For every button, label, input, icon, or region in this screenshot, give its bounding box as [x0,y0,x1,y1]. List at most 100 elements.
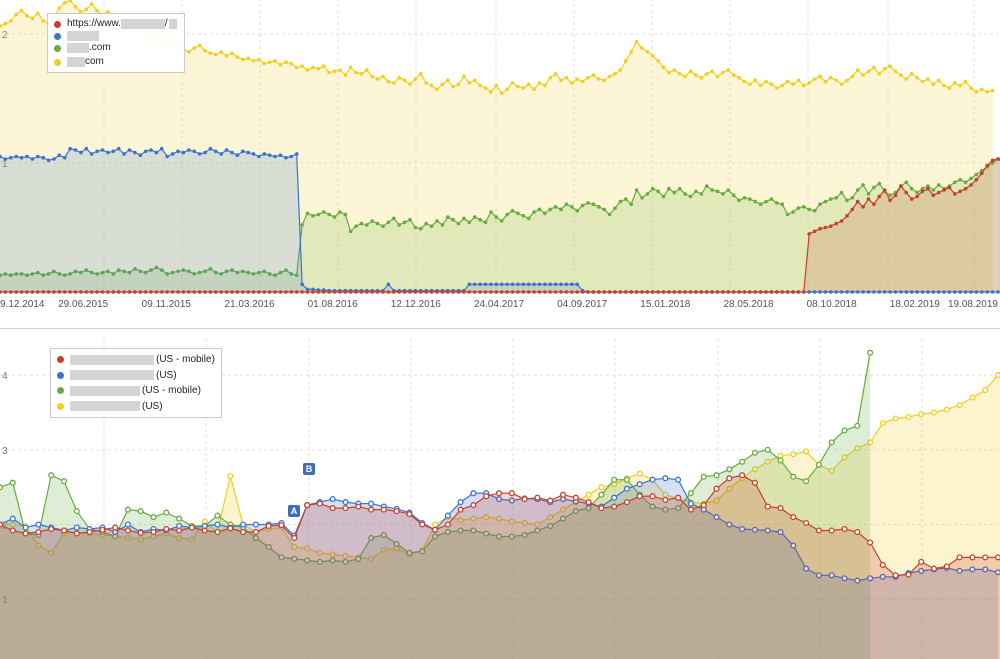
data-point [483,290,488,294]
data-point [753,199,757,204]
data-point [291,555,298,562]
data-point [920,79,925,84]
data-point [715,189,720,194]
bottom-legend-item-yellow[interactable]: (US) [57,399,215,415]
data-point [564,282,569,287]
data-point [974,90,979,94]
x-tick-label: 15.01.2018 [640,299,690,310]
data-point [138,269,143,274]
data-point [769,197,774,201]
data-point [888,64,892,68]
data-point [14,12,18,17]
top-legend-item-red[interactable]: https://www. / [54,17,177,31]
data-point [457,506,464,513]
data-point [305,211,310,216]
data-point [304,502,311,509]
data-point [368,555,375,562]
data-point [176,269,180,274]
top-legend-item-yellow[interactable]: com [54,55,177,69]
bottom-chart-plot: 1 2 3 4 [0,339,1000,659]
data-point [478,83,482,88]
data-point [332,290,337,294]
data-point [494,215,499,219]
data-point [342,499,349,506]
data-point [834,196,838,200]
data-point [823,199,828,204]
data-point [548,75,552,80]
x-tick-label: 04.09.2017 [557,299,607,310]
y-tick-label: 1 [2,159,8,170]
data-point [764,527,771,534]
top-legend-item-blue[interactable] [54,31,177,41]
top-legend-item-green[interactable]: .com [54,41,177,55]
data-point [227,472,234,480]
data-point [790,451,797,458]
data-point [645,290,650,294]
data-point [127,290,132,294]
data-point [580,79,585,84]
data-point [365,223,369,227]
data-point [79,290,83,294]
data-point [111,290,116,294]
data-point [214,270,218,275]
data-point [994,372,1000,379]
data-point [203,290,207,294]
bottom-legend-item-green[interactable]: (US - mobile) [57,383,215,399]
data-point [30,16,35,21]
data-point [823,79,828,84]
data-point [176,515,183,522]
data-point [429,290,434,294]
data-point [841,575,848,582]
data-point [446,215,450,219]
data-point [526,290,531,294]
bottom-legend-item-blue[interactable]: (US) [57,368,215,384]
data-point [304,545,311,552]
data-point [818,290,822,294]
data-point [662,496,669,503]
data-point [321,210,326,214]
data-point [751,466,758,473]
data-point [52,290,56,294]
data-point [598,505,605,512]
data-point [368,534,375,542]
series-area-1 [0,148,1000,292]
data-point [25,154,29,159]
data-point [343,212,348,217]
data-point [154,150,159,155]
data-point [329,551,336,558]
data-point [828,467,835,474]
data-point [440,82,445,86]
data-point [866,69,871,74]
data-point [252,521,259,528]
data-point [208,146,213,151]
data-point [982,554,989,561]
data-point [508,497,515,504]
data-point [402,290,407,294]
data-point [553,282,558,287]
data-point [634,188,639,192]
data-point [252,534,259,542]
data-point [392,290,396,294]
data-point [936,290,941,294]
data-point [122,290,126,294]
bottom-legend-item-red[interactable]: (US - mobile) [57,352,215,368]
data-point [499,282,504,287]
data-point [818,202,822,206]
data-point [499,219,504,223]
data-point [354,290,358,294]
data-point [116,146,121,151]
annotation-a-flag[interactable]: A [288,505,300,517]
annotation-b-flag[interactable]: B [303,463,315,475]
data-point [812,208,817,213]
data-point [467,81,472,85]
data-point [713,497,720,504]
redacted-mask [168,19,177,29]
data-point [559,515,567,522]
data-point [294,152,299,156]
data-point [95,149,99,154]
data-point [41,273,45,278]
data-point [547,497,554,504]
data-point [219,290,223,294]
data-point [342,558,349,565]
data-point [311,287,315,292]
